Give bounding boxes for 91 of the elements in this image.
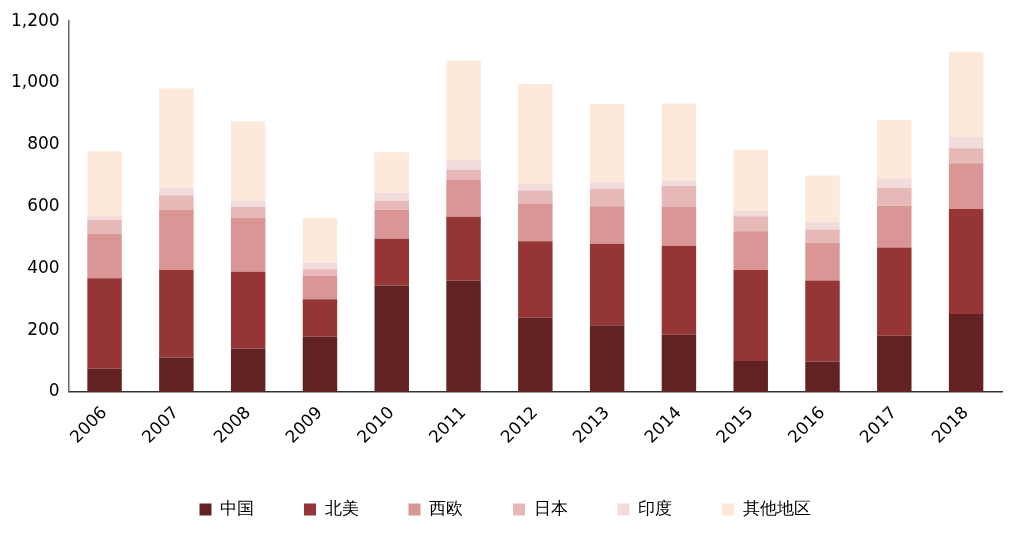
bar <box>446 60 481 160</box>
bar <box>805 361 840 392</box>
bar <box>518 241 553 318</box>
bar <box>589 182 625 189</box>
y-tick-label: 600 <box>27 195 60 216</box>
bar <box>518 83 553 184</box>
bar <box>661 185 697 207</box>
bar <box>446 169 481 180</box>
bar <box>661 206 697 246</box>
y-tick-label: 800 <box>27 133 60 154</box>
bar <box>302 299 338 337</box>
bar <box>877 335 912 392</box>
bar <box>302 275 338 300</box>
bar <box>877 120 912 179</box>
bar <box>87 278 122 369</box>
bar <box>518 317 553 392</box>
y-tick-label: 1,200 <box>11 9 60 30</box>
bar <box>661 180 697 186</box>
bar <box>87 368 122 392</box>
bar <box>805 229 840 243</box>
y-tick-label: 0 <box>48 380 60 401</box>
bar <box>374 209 409 239</box>
bar <box>374 192 409 202</box>
bar <box>589 325 625 392</box>
bar <box>302 336 338 392</box>
bar <box>159 357 194 392</box>
y-tick-label: 400 <box>27 256 60 277</box>
bar <box>518 190 553 204</box>
bar <box>446 179 481 217</box>
bar <box>230 218 266 272</box>
bar <box>230 206 266 219</box>
bar <box>446 280 481 392</box>
bar <box>589 243 625 326</box>
bar <box>302 262 338 270</box>
bar <box>87 219 122 235</box>
bar <box>374 238 409 286</box>
bar <box>446 159 481 170</box>
bar <box>948 314 984 392</box>
bar <box>733 361 768 392</box>
bar <box>877 247 912 336</box>
bar <box>948 136 984 149</box>
bar <box>230 121 266 201</box>
bar <box>948 148 984 164</box>
bar <box>589 188 625 207</box>
bar <box>877 187 912 206</box>
bar <box>805 280 840 362</box>
bar <box>948 209 984 315</box>
bar <box>230 348 266 392</box>
bar <box>733 231 768 270</box>
bar <box>661 245 697 335</box>
bar <box>589 206 625 244</box>
bar <box>661 334 697 392</box>
bar <box>877 178 912 188</box>
bar <box>805 221 840 230</box>
legend-label: 其他地区 <box>742 497 811 518</box>
bar <box>159 188 194 196</box>
bar <box>159 209 194 270</box>
bar <box>230 271 266 349</box>
y-tick-label: 1,000 <box>11 71 60 92</box>
legend-label: 西欧 <box>429 497 463 518</box>
bar <box>87 215 122 220</box>
bar <box>733 149 768 211</box>
bar <box>159 88 194 189</box>
bar <box>374 152 409 193</box>
bar <box>87 234 122 279</box>
bar <box>948 51 984 137</box>
legend-label: 日本 <box>533 497 568 518</box>
bar <box>374 201 409 210</box>
bar <box>446 216 481 281</box>
bar <box>518 183 553 191</box>
bar <box>589 103 625 183</box>
bar <box>159 195 194 210</box>
bar <box>948 163 984 210</box>
bar <box>302 269 338 276</box>
y-tick-label: 200 <box>27 318 60 339</box>
bar <box>733 216 768 232</box>
bar <box>733 210 768 217</box>
bar <box>230 200 266 207</box>
bar <box>87 151 122 216</box>
legend-label: 北美 <box>324 497 359 518</box>
bar <box>159 269 194 358</box>
bar <box>661 103 697 181</box>
bar <box>805 175 840 222</box>
legend-label: 中国 <box>220 497 254 518</box>
bar <box>805 242 840 281</box>
bar <box>733 269 768 362</box>
bar <box>374 285 409 392</box>
bar <box>302 218 338 263</box>
legend-label: 印度 <box>638 497 672 518</box>
bar <box>877 205 912 248</box>
bar <box>518 203 553 242</box>
